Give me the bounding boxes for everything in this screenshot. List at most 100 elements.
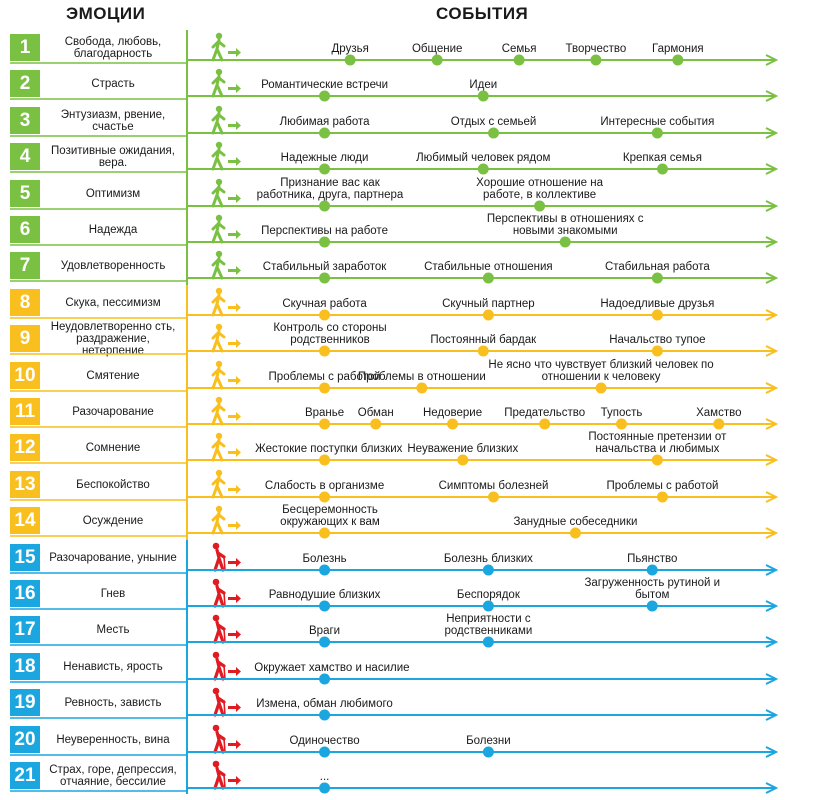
event-dot	[416, 382, 428, 394]
event-timeline	[10, 126, 779, 139]
emotion-row: 6 Надежда Перспективы на работе Перспектив…	[0, 212, 828, 248]
event-timeline	[10, 272, 779, 285]
event-dot	[651, 127, 663, 139]
event-dot	[488, 491, 500, 503]
timeline-arrowhead	[765, 163, 779, 176]
event-label: Перспективы в отношениях с новыми знаком…	[486, 213, 644, 237]
event-timeline	[10, 527, 779, 540]
emotion-row: 13 Беспокойство Слабость в организме Симпт…	[0, 467, 828, 503]
person-with-cane-icon	[205, 687, 243, 717]
column-divider-blue	[186, 539, 188, 795]
event-dot	[344, 54, 356, 66]
event-dot	[482, 600, 494, 612]
event-label: Загруженность рутиной и бытом	[584, 577, 721, 601]
events-header: СОБЫТИЯ	[436, 4, 529, 23]
timeline-arrowhead	[765, 490, 779, 503]
emotion-label: Страх, горе, депрессия, отчаяние, бессил…	[49, 764, 177, 788]
event-timeline	[10, 236, 779, 248]
event-dot	[595, 382, 607, 394]
emotion-label: Ревность, зависть	[64, 697, 162, 710]
row-number-badge: 10	[10, 361, 40, 389]
row-number-badge: 8	[10, 288, 40, 316]
walking-person-icon	[205, 396, 243, 426]
emotion-label: Сомнение	[85, 442, 141, 455]
timeline-arrowhead	[765, 236, 779, 248]
emotion-row: 20 Неуверенность, вина Одиночество Болезни	[0, 722, 828, 758]
row-number-badge: 2	[10, 70, 40, 98]
event-label: Интересные события	[600, 115, 715, 128]
event-label: Надоедливые друзья	[600, 297, 715, 310]
timeline-arrowhead	[765, 527, 779, 540]
event-label: Хамство	[696, 407, 742, 419]
timeline-arrowhead	[765, 782, 779, 794]
event-label: Контроль со стороны родственников	[273, 322, 387, 347]
walking-person-icon	[205, 432, 243, 462]
timeline-arrowhead	[765, 418, 779, 430]
timeline-arrowhead	[765, 672, 779, 685]
event-dot	[477, 345, 489, 357]
emotion-row: 3 Энтузиазм, рвение, счастье Любимая рабо…	[0, 103, 828, 139]
event-dot	[477, 163, 489, 175]
event-label: Беспорядок	[456, 589, 520, 601]
event-label: Не ясно что чувствует близкий человек по…	[488, 358, 714, 383]
event-dot	[656, 491, 668, 503]
event-dot	[319, 236, 331, 248]
event-label: Жестокие поступки близких	[255, 443, 403, 456]
event-dot	[319, 673, 331, 685]
emotion-label: Ненависть, ярость	[63, 660, 163, 673]
event-dot	[319, 127, 331, 139]
event-label: Гармония	[651, 43, 704, 55]
event-timeline	[10, 709, 779, 722]
event-label: Обман	[357, 407, 394, 419]
event-label: Проблемы с работой	[268, 370, 381, 383]
event-dot	[488, 127, 500, 139]
event-timeline	[10, 345, 779, 358]
emotion-row: 4 Позитивные ожидания, вера. Надежные люд…	[0, 139, 828, 176]
event-dot	[559, 236, 571, 248]
event-dot	[477, 90, 489, 102]
row-number-badge: 19	[10, 689, 40, 717]
timeline-arrowhead	[765, 600, 779, 612]
event-dot	[319, 163, 331, 175]
event-dot	[646, 600, 658, 612]
emotion-label: Скука, пессимизм	[65, 296, 161, 309]
row-number-badge: 9	[10, 325, 40, 353]
emotion-label: Удовлетворенность	[60, 260, 166, 273]
event-label: ...	[319, 771, 330, 783]
walking-person-icon	[205, 32, 243, 62]
event-timeline	[10, 600, 779, 612]
emotion-row: 14 Осуждение Бесцеремонность окружающих к…	[0, 503, 828, 540]
emotion-row: 9 Неудовлетворенно сть, раздражение, нете…	[0, 321, 828, 357]
row-number-badge: 1	[10, 34, 40, 61]
person-with-cane-icon	[205, 760, 243, 790]
emotion-label: Страсть	[91, 78, 135, 91]
emotion-label: Осуждение	[82, 515, 144, 528]
event-dot	[713, 418, 725, 430]
event-label: Бесцеремонность окружающих к вам	[280, 504, 380, 529]
event-label: Общение	[411, 43, 463, 55]
event-dot	[319, 309, 331, 321]
event-label: Постоянный бардак	[430, 334, 537, 347]
event-label: Любимый человек рядом	[416, 152, 551, 165]
timeline-arrowhead	[765, 90, 779, 103]
timeline-arrowhead	[765, 454, 779, 467]
row-number-badge: 21	[10, 762, 40, 789]
event-label: Идеи	[469, 79, 498, 92]
timeline-arrowhead	[765, 272, 779, 285]
event-dot	[651, 272, 663, 284]
event-dot	[569, 527, 581, 539]
emotion-row: 12 Сомнение Жестокие поступки близких Неув…	[0, 430, 828, 467]
emotion-label: Свобода, любовь, благодарность	[64, 36, 162, 60]
timeline-arrowhead	[765, 54, 779, 66]
emotion-row: 16 Гнев Равнодушие близких Беспорядок Загру…	[0, 576, 828, 612]
timeline-arrowhead	[765, 709, 779, 722]
event-dot	[319, 709, 331, 721]
event-timeline	[10, 308, 779, 321]
event-dot	[457, 454, 469, 466]
emotions-header: ЭМОЦИИ	[66, 4, 146, 23]
event-dot	[656, 163, 668, 175]
row-number-badge: 11	[10, 398, 40, 425]
walking-person-icon	[205, 360, 243, 390]
event-dot	[319, 527, 331, 539]
event-label: Признание вас как работника, друга, парт…	[256, 176, 404, 201]
